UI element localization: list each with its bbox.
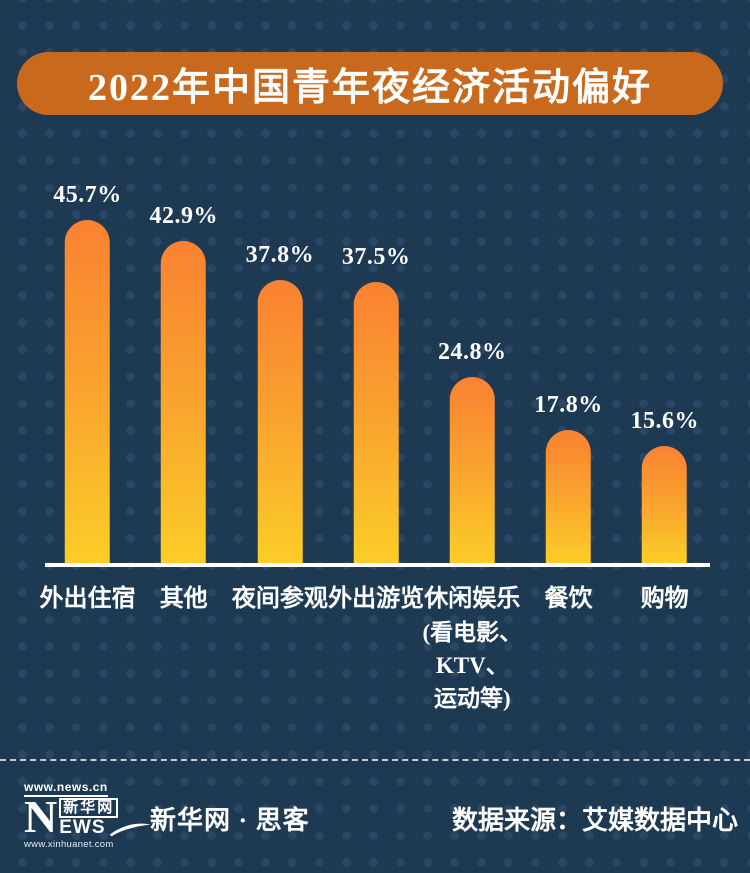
category-label: 餐饮 — [544, 586, 593, 612]
category-label: 外出游览 — [328, 586, 425, 612]
logo-n-letter: N — [24, 791, 58, 842]
bar-column: 15.6% — [630, 408, 699, 563]
bar-column: 37.5% — [342, 244, 411, 563]
bar — [65, 220, 110, 563]
value-label: 15.6% — [630, 408, 699, 434]
category-label: 外出住宿 — [39, 586, 136, 612]
category-subline: (看电影、 — [422, 620, 523, 645]
footer-brand: 新华网 · 思客 — [150, 806, 310, 835]
bar — [161, 241, 207, 563]
bar — [257, 279, 303, 563]
category-label: 其他 — [159, 586, 208, 612]
bar — [642, 446, 688, 563]
logo-url-bottom: www.xinhuanet.com — [24, 839, 114, 850]
xinhuanet-logo: www.news.cn N 新华网 EWS www.xinhuanet.com — [24, 780, 150, 850]
plot-area: 45.7% 42.9% 37.8% 37.5% 24.8% 17.8% 15.6% — [53, 182, 699, 563]
axis-baseline — [45, 563, 710, 567]
bar-column: 24.8% — [438, 339, 507, 563]
data-source-label: 数据来源：艾媒数据中心 — [451, 806, 738, 835]
category-label: 休闲娱乐 (看电影、 KTV、 运动等) — [422, 583, 522, 715]
logo-mark: N 新华网 EWS — [24, 791, 150, 842]
bar-column: 37.8% — [245, 241, 315, 563]
value-label: 17.8% — [534, 391, 603, 418]
logo-ews-text: EWS — [59, 817, 106, 838]
value-label: 37.5% — [341, 243, 411, 270]
page-title: 2022年中国青年夜经济活动偏好 — [87, 67, 652, 109]
swoosh-icon — [109, 823, 150, 836]
category-label: 夜间参观 — [231, 586, 328, 612]
value-label: 24.8% — [438, 339, 507, 365]
value-label: 45.7% — [53, 182, 122, 209]
logo-url-top: www.news.cn — [24, 780, 108, 797]
category-subline: KTV、 — [435, 653, 509, 678]
bar — [449, 377, 495, 563]
bar-column: 45.7% — [53, 182, 122, 563]
logo-cn-box: 新华网 — [59, 798, 119, 818]
footer-separator — [0, 759, 750, 761]
category-label: 购物 — [640, 586, 689, 612]
value-label: 42.9% — [149, 203, 218, 230]
bar — [546, 429, 591, 563]
title-banner: 2022年中国青年夜经济活动偏好 — [17, 52, 723, 115]
value-label: 37.8% — [245, 241, 315, 268]
bar-column: 17.8% — [534, 391, 603, 563]
bar-column: 42.9% — [149, 203, 218, 563]
bar — [353, 281, 399, 563]
category-subline: 运动等) — [433, 686, 511, 711]
